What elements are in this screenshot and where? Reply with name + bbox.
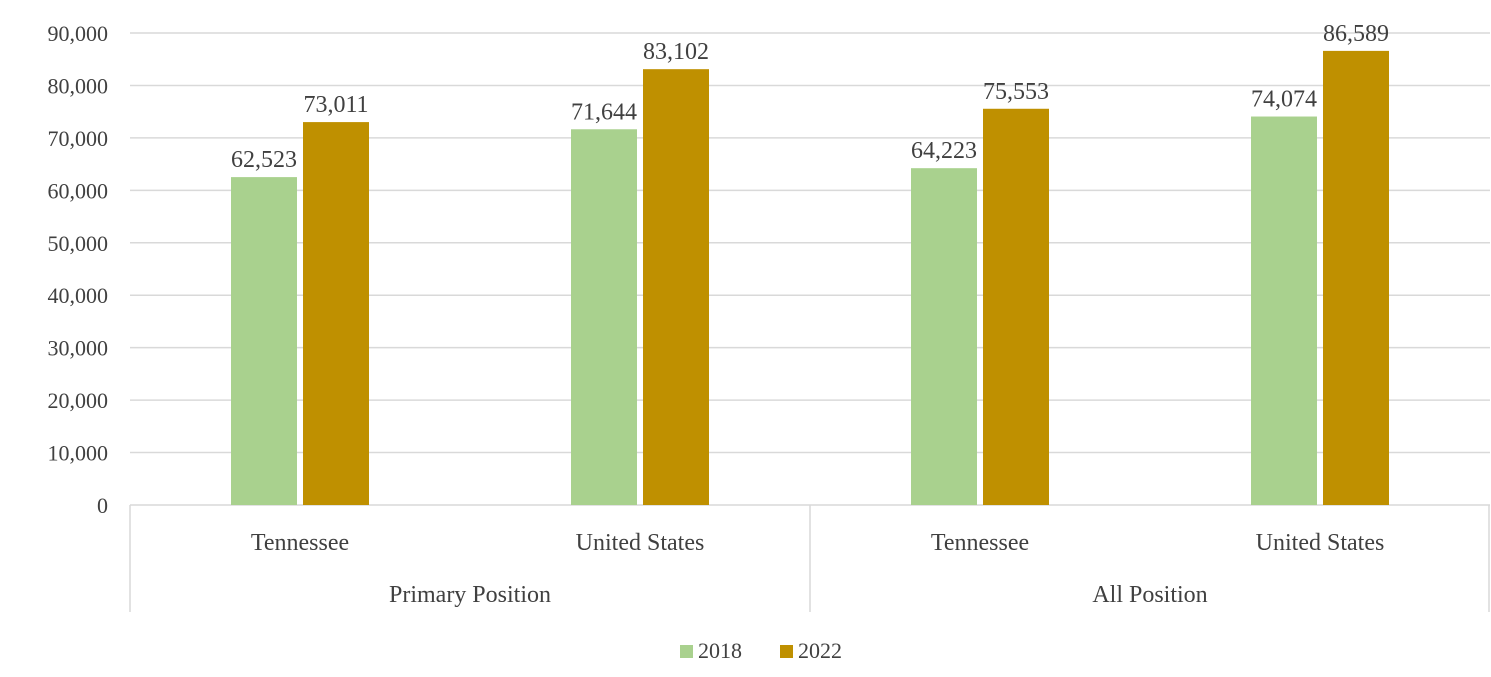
bar-2022 [643, 69, 709, 505]
data-label: 64,223 [911, 138, 977, 164]
y-tick-label: 90,000 [48, 21, 109, 46]
bar-2018 [231, 177, 297, 505]
bar-2018 [571, 129, 637, 505]
legend-label: 2022 [798, 638, 842, 663]
y-tick-label: 40,000 [48, 283, 109, 308]
legend-swatch-2022 [780, 645, 793, 658]
x-category-label: United States [576, 530, 705, 556]
y-tick-label: 80,000 [48, 73, 109, 98]
y-tick-label: 60,000 [48, 178, 109, 203]
y-tick-label: 70,000 [48, 126, 109, 151]
legend-swatch-2018 [680, 645, 693, 658]
bar-2018 [911, 168, 977, 506]
x-category-label: Tennessee [931, 530, 1029, 556]
data-labels: 62,523 71,644 64,223 74,074 73,011 83,102 75,5… [231, 21, 1389, 173]
data-label: 74,074 [1251, 87, 1317, 113]
bars [231, 50, 1389, 506]
bar-2022 [303, 122, 369, 505]
group-label: Primary Position [389, 582, 551, 608]
bar-2022 [983, 108, 1049, 506]
y-tick-label: 10,000 [48, 441, 109, 466]
axes: 0 10,000 20,000 30,000 40,000 50,000 60,000 70,… [48, 21, 1490, 612]
data-label: 86,589 [1323, 21, 1389, 47]
x-category-label: Tennessee [251, 530, 349, 556]
data-label: 73,011 [303, 92, 368, 118]
y-tick-label: 20,000 [48, 388, 109, 413]
legend: 2018 2022 [680, 638, 842, 663]
legend-label: 2018 [698, 638, 742, 663]
group-label: All Position [1092, 582, 1207, 608]
bar-2018 [1251, 116, 1317, 506]
x-category-label: United States [1256, 530, 1385, 556]
y-tick-label: 30,000 [48, 336, 109, 361]
y-tick-label: 0 [97, 493, 108, 518]
data-label: 75,553 [983, 79, 1049, 105]
data-label: 62,523 [231, 147, 297, 173]
y-tick-label: 50,000 [48, 231, 109, 256]
data-label: 71,644 [571, 99, 637, 125]
data-label: 83,102 [643, 39, 709, 65]
bar-2022 [1323, 50, 1389, 506]
